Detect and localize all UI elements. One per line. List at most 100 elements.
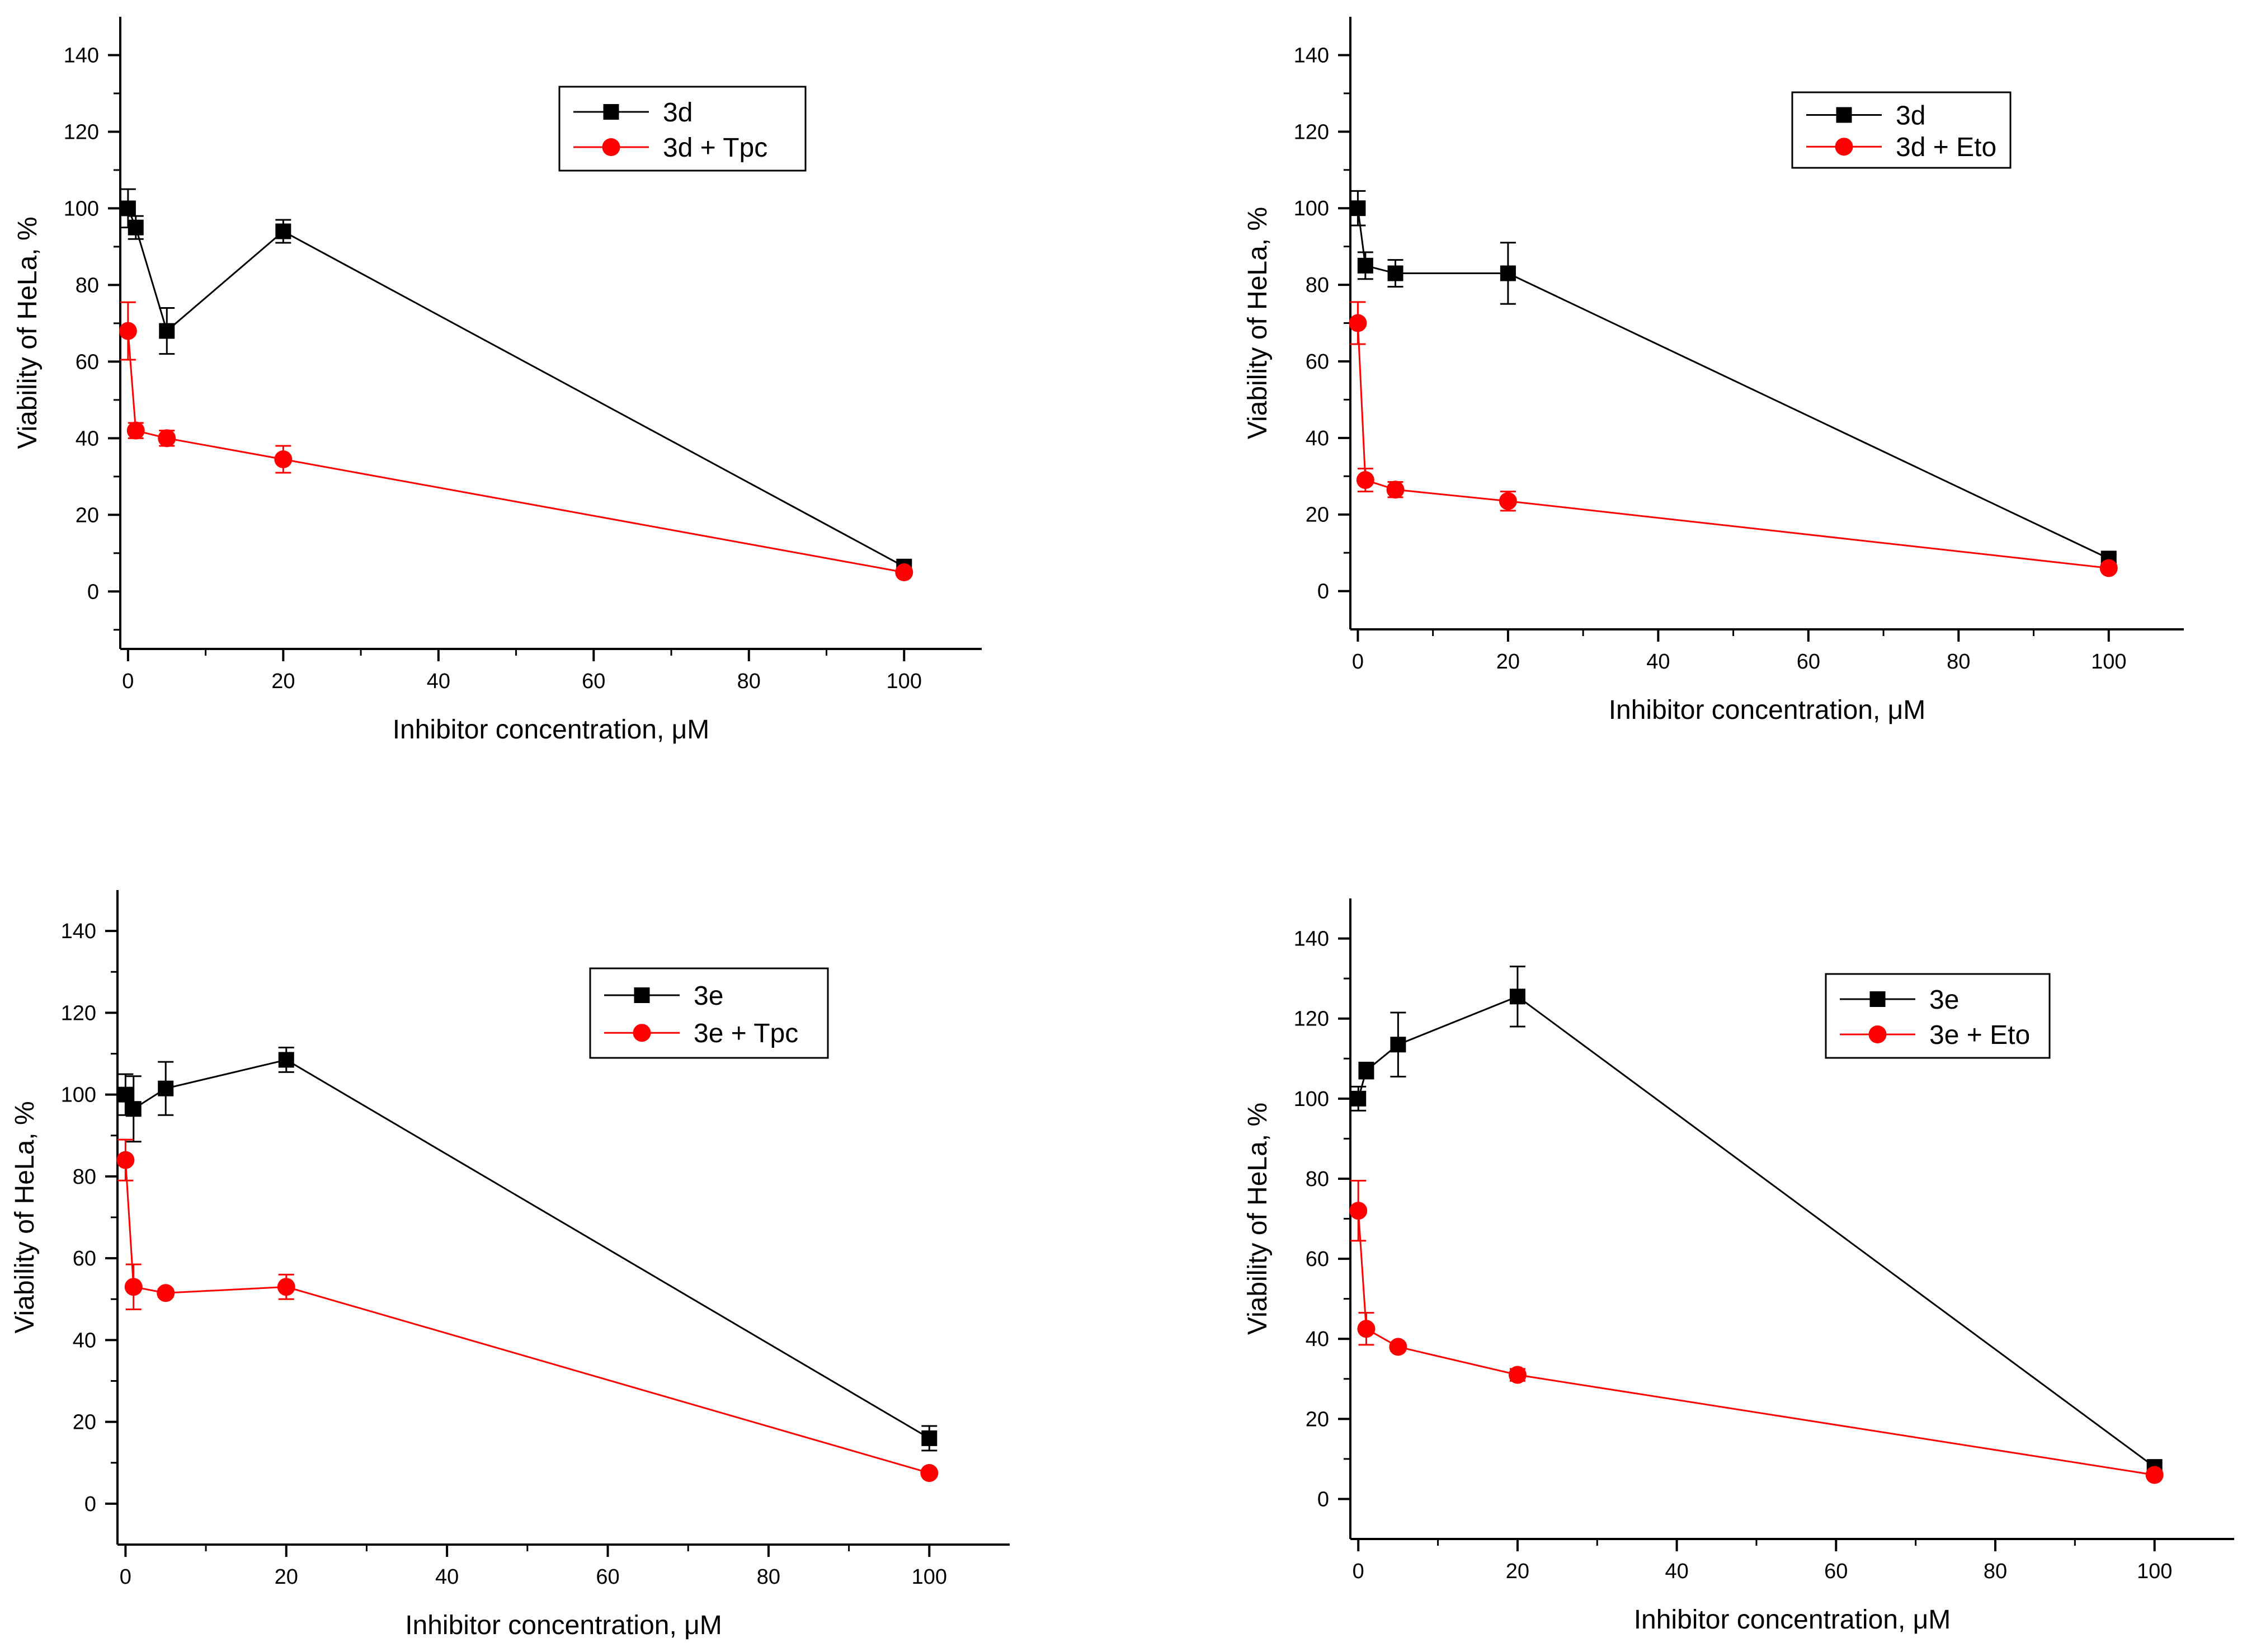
series-3e-line [125,1058,930,1439]
series-3e-tpc-point [920,1464,939,1482]
y-tick-label: 140 [61,920,96,943]
series-3e-tpc-line [124,1160,930,1474]
series-3e-point [1358,1062,1374,1079]
x-tick-label: 60 [582,670,605,693]
series-3d-tpc-point [119,322,137,340]
series-3e-point [1390,1037,1406,1053]
series-3d-tpc-point [126,421,145,440]
y-tick-label: 0 [1317,580,1329,604]
x-tick-label: 60 [596,1565,619,1589]
x-tick-label: 100 [912,1565,947,1589]
series-3d-line [127,208,905,568]
series-3d-tpc-point [158,429,176,448]
y-tick-label: 100 [64,197,99,220]
y-tick-label: 100 [1294,197,1329,220]
legend-3d-marker [603,104,619,120]
x-tick-label: 60 [1824,1560,1848,1583]
series-3e-point [125,1101,142,1117]
chart-panel-3d-eto: 0 20 40 60 80 100 120 140 0 20 40 60 80 100 Inhibitor … [1243,17,2184,725]
series-3e-point [1350,1090,1367,1107]
y-tick-label: 20 [76,503,99,527]
y-tick-label: 80 [1306,1168,1329,1191]
legend-box [1825,973,2051,1059]
y-tick-label: 60 [76,350,99,374]
legend-box [558,86,807,172]
legend-3e-eto-label: 3e + Eto [1929,1020,2030,1050]
series-3d-eto-point [1349,314,1367,332]
series-3d-eto-point [1499,492,1517,510]
series-3d-tpc-point [895,563,913,582]
legend-3d-label: 3d [1896,101,1925,131]
x-tick-label: 60 [1797,650,1820,674]
y-tick-label: 0 [1317,1488,1329,1511]
series-3d-point [1357,257,1373,274]
series-3e-eto-point [1508,1366,1527,1384]
y-tick-label: 40 [76,427,99,450]
x-tick-label: 100 [2137,1560,2172,1583]
y-tick-label: 60 [1306,1248,1329,1271]
legend-3d-tpc-marker [602,138,620,156]
x-tick-label: 20 [1506,1560,1529,1583]
legend-3e-marker [1869,991,1886,1007]
legend-3d-eto-label: 3d + Eto [1896,133,1996,162]
series-3e-line [1357,995,2155,1468]
y-tick-label: 40 [73,1329,96,1352]
series-3d-line [1356,208,2109,559]
x-tick-label: 20 [275,1565,298,1589]
series-3e-eto-point [1357,1320,1376,1338]
series-3d-point [1500,265,1516,281]
x-tick-label: 40 [1665,1560,1688,1583]
y-tick-label: 120 [64,120,99,144]
legend-3e-tpc-marker [633,1024,651,1042]
x-tick-label: 0 [1352,650,1364,674]
x-tick-label: 20 [1496,650,1520,674]
series-3d-tpc-line [127,331,905,573]
x-tick-label: 40 [435,1565,459,1589]
legend-3d-eto-marker [1835,138,1853,156]
series-3e-point [921,1430,938,1446]
legend-3e-label: 3e [1929,985,1959,1015]
x-tick-label: 80 [1947,650,1970,674]
y-tick-label: 120 [1294,1008,1329,1031]
x-tick-label: 100 [2091,650,2126,674]
series-3d-point [275,223,291,239]
series-3e-eto-point [1389,1338,1407,1356]
series-3d-point [1350,200,1366,216]
legend-3e-marker [634,987,650,1003]
x-tick-label: 80 [757,1565,780,1589]
chart-panel-3e-tpc: 0 20 40 60 80 100 120 140 0 20 40 60 80 100 Inhibitor … [10,890,1010,1640]
x-tick-label: 0 [120,1565,131,1589]
y-tick-label: 40 [1306,427,1329,450]
y-tick-label: 0 [84,1493,96,1516]
x-tick-label: 0 [1353,1560,1364,1583]
series-3e-eto-line [1357,1211,2155,1476]
series-3e-eto-point [2145,1466,2164,1484]
x-tick-label: 40 [427,670,450,693]
legend-3d-label: 3d [663,98,693,128]
y-tick-label: 80 [73,1165,96,1189]
legend-3d-marker [1836,107,1852,123]
legend-box [1791,91,2012,169]
series-3d-point [159,323,175,339]
series-3d-eto-point [1386,481,1405,499]
x-tick-label: 80 [737,670,761,693]
series-3e-tpc-point [116,1151,135,1169]
chart-panel-3d-tpc: 0 20 40 60 80 100 120 140 0 20 40 60 80 100 Inhibitor … [13,17,982,745]
x-axis-title: Inhibitor concentration, μM [393,715,710,745]
series-3e-tpc-point [124,1278,143,1296]
series-3e-point [117,1086,134,1103]
y-axis-title: Viability of HeLa, % [1243,1103,1273,1335]
series-3e-eto-point [1349,1202,1368,1220]
y-tick-label: 20 [73,1411,96,1434]
y-tick-label: 20 [1306,1408,1329,1431]
series-3d-point [1387,265,1403,281]
series-3e-point [1509,989,1525,1005]
legend-3e-eto-marker [1868,1025,1887,1043]
series-3d-point [128,219,144,236]
y-tick-label: 80 [76,274,99,297]
series-3e-tpc-point [157,1284,175,1302]
y-tick-label: 0 [87,580,99,604]
y-tick-label: 80 [1306,274,1329,297]
x-tick-label: 40 [1646,650,1670,674]
